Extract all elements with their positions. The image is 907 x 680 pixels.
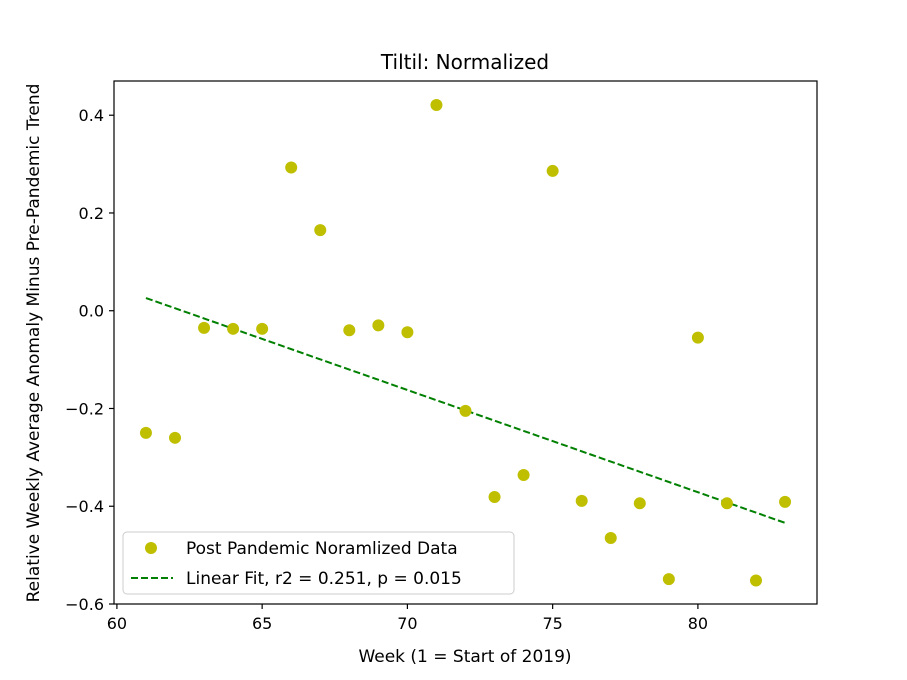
data-point bbox=[459, 404, 472, 417]
x-tick-label: 65 bbox=[252, 614, 272, 633]
data-point bbox=[343, 324, 356, 337]
x-axis-label: Week (1 = Start of 2019) bbox=[358, 647, 571, 667]
x-tick-label: 60 bbox=[107, 614, 127, 633]
data-point bbox=[169, 431, 182, 444]
legend-marker-data bbox=[145, 542, 157, 554]
data-point bbox=[488, 490, 501, 503]
data-point bbox=[691, 331, 704, 344]
data-point bbox=[285, 161, 298, 174]
data-point bbox=[604, 532, 617, 545]
chart-title: Tiltil: Normalized bbox=[380, 50, 549, 74]
y-axis: −0.6 −0.4 −0.2 0.0 0.2 0.4 bbox=[65, 106, 114, 614]
x-tick-label: 70 bbox=[397, 614, 417, 633]
data-point bbox=[575, 494, 588, 507]
y-tick-label: −0.6 bbox=[65, 595, 104, 614]
data-point bbox=[314, 224, 327, 237]
data-point bbox=[401, 326, 414, 339]
data-point bbox=[430, 98, 443, 111]
y-tick-label: 0.2 bbox=[79, 204, 104, 223]
data-point bbox=[198, 321, 211, 334]
data-point bbox=[517, 468, 530, 481]
data-point bbox=[633, 497, 646, 510]
data-point bbox=[227, 322, 240, 335]
x-tick-label: 80 bbox=[688, 614, 708, 633]
y-axis-label: Relative Weekly Average Anomaly Minus Pr… bbox=[24, 84, 44, 603]
legend-label-fit: Linear Fit, r2 = 0.251, p = 0.015 bbox=[186, 569, 462, 589]
data-point bbox=[749, 574, 762, 587]
legend: Post Pandemic Noramlized Data Linear Fit… bbox=[122, 531, 515, 595]
plot-frame bbox=[113, 80, 818, 605]
y-tick-label: 0.4 bbox=[79, 106, 104, 125]
data-point bbox=[720, 497, 733, 510]
y-tick-label: −0.2 bbox=[65, 399, 104, 418]
data-point bbox=[256, 322, 269, 335]
plot-marks bbox=[139, 98, 792, 587]
data-point bbox=[139, 426, 152, 439]
x-tick-label: 75 bbox=[542, 614, 562, 633]
y-tick-label: 0.0 bbox=[79, 302, 104, 321]
y-tick-label: −0.4 bbox=[65, 497, 104, 516]
legend-label-data: Post Pandemic Noramlized Data bbox=[186, 539, 458, 559]
data-point bbox=[372, 319, 385, 332]
x-axis: 60 65 70 75 80 bbox=[107, 604, 708, 633]
data-point bbox=[546, 164, 559, 177]
fit-line bbox=[145, 297, 786, 524]
data-point bbox=[779, 495, 792, 508]
legend-box bbox=[122, 531, 515, 595]
data-point bbox=[662, 573, 675, 586]
